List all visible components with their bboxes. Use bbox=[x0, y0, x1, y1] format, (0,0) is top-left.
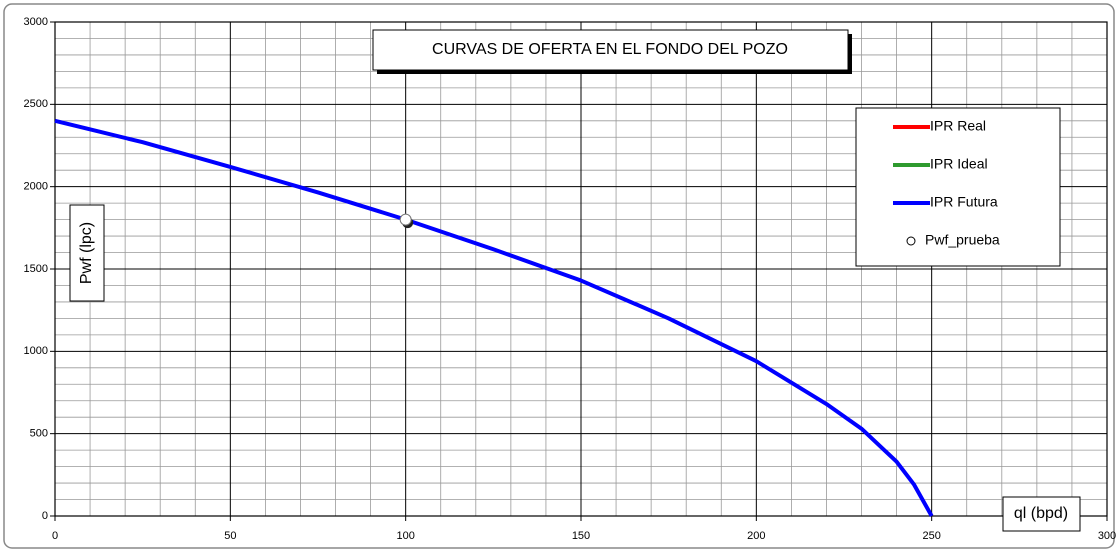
y-tick-label: 1000 bbox=[24, 345, 48, 357]
x-tick-label: 300 bbox=[1098, 530, 1116, 542]
x-tick-label: 250 bbox=[922, 530, 940, 542]
x-axis-label: ql (bpd) bbox=[1014, 505, 1068, 522]
y-tick-label: 500 bbox=[30, 428, 48, 440]
x-tick-label: 0 bbox=[52, 530, 58, 542]
point bbox=[399, 213, 412, 226]
x-tick-label: 50 bbox=[224, 530, 236, 542]
legend-marker bbox=[906, 236, 916, 246]
legend-label: Pwf_prueba bbox=[925, 232, 1000, 248]
marks bbox=[54, 118, 934, 517]
y-tick-label: 0 bbox=[42, 510, 48, 522]
legend: IPR Real IPR Ideal IPR Futura Pwf_prueba bbox=[855, 107, 1061, 267]
legend-frame bbox=[855, 107, 1061, 267]
y-tick-label: 1500 bbox=[24, 263, 48, 275]
y-label-box: Pwf (lpc) bbox=[69, 204, 105, 302]
legend-label: IPR Ideal bbox=[930, 156, 988, 172]
x-tick-label: 200 bbox=[747, 530, 765, 542]
plot-frame bbox=[54, 21, 1108, 517]
chart-title: CURVAS DE OFERTA EN EL FONDO DEL POZO bbox=[432, 41, 788, 58]
x-label-frame bbox=[1002, 496, 1081, 532]
y-tick-label: 2000 bbox=[24, 181, 48, 193]
y-tick-label: 2500 bbox=[24, 98, 48, 110]
x-tick-label: 100 bbox=[396, 530, 414, 542]
title-frame bbox=[372, 29, 849, 71]
legend-label: IPR Real bbox=[930, 118, 986, 134]
line bbox=[54, 118, 934, 517]
legend-label: IPR Futura bbox=[930, 194, 998, 210]
title-box: CURVAS DE OFERTA EN EL FONDO DEL POZO bbox=[372, 29, 852, 74]
y-label-frame bbox=[69, 204, 105, 302]
x-tick-label: 150 bbox=[572, 530, 590, 542]
x-label-box: ql (bpd) bbox=[1002, 496, 1081, 532]
y-axis-label: Pwf (lpc) bbox=[78, 222, 95, 284]
y-tick-label: 3000 bbox=[24, 16, 48, 28]
